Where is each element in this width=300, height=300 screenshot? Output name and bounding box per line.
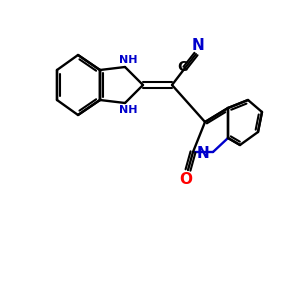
Text: N: N [192,38,204,53]
Text: NH: NH [119,55,137,65]
Text: NH: NH [119,105,137,115]
Text: N: N [196,146,209,161]
Text: C: C [177,60,187,74]
Text: O: O [179,172,193,188]
